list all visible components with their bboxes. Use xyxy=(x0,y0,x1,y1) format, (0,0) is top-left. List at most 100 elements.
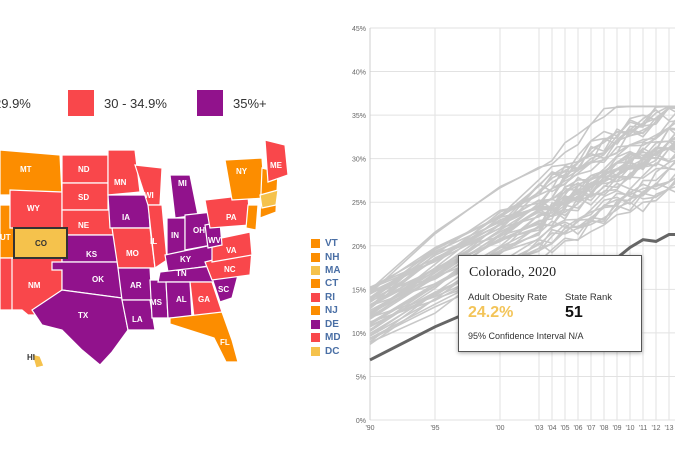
ne-item-nj[interactable]: NJ xyxy=(311,304,338,317)
state-pa[interactable] xyxy=(204,194,251,229)
us-map: MT WY UT CO ND SD NE KS OK NM TX MN IA M… xyxy=(0,139,289,369)
x-tick-label: '00 xyxy=(495,425,504,432)
ne-label: RI xyxy=(325,292,335,303)
legend-swatch xyxy=(68,90,94,116)
legend-label: 35%+ xyxy=(233,95,267,111)
state-label-hi: HI xyxy=(27,353,35,362)
y-tick-label: 40% xyxy=(352,70,366,77)
state-label-mo: MO xyxy=(126,249,139,258)
state-mn[interactable] xyxy=(107,149,141,196)
trend-line-chart[interactable]: 0% 5% 10% 15% 20% 25% 30% 35% 40% 45% '90 '95 '00 '0… xyxy=(330,0,675,450)
other-state-series xyxy=(369,105,675,294)
legend-item-25-29: 29.9% xyxy=(0,88,31,118)
legend-swatch xyxy=(197,90,223,116)
obesity-map-panel: 29.9% 30 - 34.9% 35%+ xyxy=(0,88,340,369)
ne-label: MA xyxy=(325,265,340,276)
x-tick-label: '07 xyxy=(586,425,595,432)
y-tick-label: 5% xyxy=(356,374,366,381)
ne-label: MD xyxy=(325,332,340,343)
ne-swatch xyxy=(311,320,320,329)
ne-swatch xyxy=(311,306,320,315)
y-tick-label: 30% xyxy=(352,157,366,164)
state-label-ky: KY xyxy=(180,255,192,264)
state-label-sc: SC xyxy=(218,285,229,294)
state-la[interactable] xyxy=(121,299,156,331)
state-nj[interactable] xyxy=(245,204,259,231)
state-label-me: ME xyxy=(270,161,283,170)
ne-swatch xyxy=(311,333,320,342)
state-hi[interactable] xyxy=(31,353,45,369)
ne-item-ri[interactable]: RI xyxy=(311,291,335,304)
ne-item-de[interactable]: DE xyxy=(311,318,339,331)
state-label-nd: ND xyxy=(78,165,90,174)
y-axis-ticks: 0% 5% 10% 15% 20% 25% 30% 35% 40% 45% xyxy=(352,26,366,425)
x-tick-label: '05 xyxy=(560,425,569,432)
ne-item-md[interactable]: MD xyxy=(311,331,340,344)
x-tick-label: '13 xyxy=(664,425,673,432)
state-label-ga: GA xyxy=(198,295,210,304)
state-label-in: IN xyxy=(171,231,179,240)
state-mo[interactable] xyxy=(111,227,156,269)
state-label-sd: SD xyxy=(78,193,89,202)
other-state-series xyxy=(369,177,675,335)
ne-label: NH xyxy=(325,252,340,263)
ne-item-ma[interactable]: MA xyxy=(311,264,340,277)
state-label-al: AL xyxy=(176,295,187,304)
state-label-nm: NM xyxy=(28,281,41,290)
tooltip-rate-label: Adult Obesity Rate xyxy=(468,292,548,303)
ne-swatch xyxy=(311,239,320,248)
x-tick-label: '03 xyxy=(534,425,543,432)
state-label-ny: NY xyxy=(236,167,248,176)
tooltip-rate-value: 24.2% xyxy=(468,304,514,321)
state-tx[interactable] xyxy=(31,289,129,366)
state-me[interactable] xyxy=(264,139,289,183)
y-tick-label: 10% xyxy=(352,331,366,338)
state-label-ne: NE xyxy=(78,221,90,230)
tooltip-title: Colorado, 2020 xyxy=(469,265,557,280)
chart-grid xyxy=(369,27,675,421)
ne-item-nh[interactable]: NH xyxy=(311,251,339,264)
state-label-fl: FL xyxy=(220,338,230,347)
ne-item-vt[interactable]: VT xyxy=(311,237,338,250)
x-tick-label: '11 xyxy=(639,425,648,432)
state-fl[interactable] xyxy=(169,311,239,363)
state-label-nc: NC xyxy=(224,265,236,274)
state-label-tn: TN xyxy=(176,269,187,278)
ne-item-ct[interactable]: CT xyxy=(311,277,338,290)
x-tick-label: '06 xyxy=(573,425,582,432)
ne-item-dc[interactable]: DC xyxy=(311,345,339,358)
state-ma[interactable] xyxy=(259,189,279,209)
x-tick-label: '04 xyxy=(547,425,556,432)
state-ny[interactable] xyxy=(224,157,266,201)
other-state-series xyxy=(369,119,675,289)
ne-label: NJ xyxy=(325,305,338,316)
state-tooltip: Colorado, 2020 Adult Obesity Rate 24.2% … xyxy=(458,255,642,352)
state-label-ms: MS xyxy=(150,298,163,307)
state-label-ut: UT xyxy=(0,233,11,242)
x-tick-label: '12 xyxy=(651,425,660,432)
state-label-oh: OH xyxy=(193,226,205,235)
state-label-co: CO xyxy=(35,239,47,248)
x-axis-ticks: '90 '95 '00 '03 '04 '05 '06 '07 '08 '09 '10 '11'12 '… xyxy=(365,425,673,432)
y-tick-label: 45% xyxy=(352,26,366,33)
ne-swatch xyxy=(311,266,320,275)
tooltip-rank-label: State Rank xyxy=(565,292,612,303)
other-state-series xyxy=(369,140,675,324)
legend-label: 29.9% xyxy=(0,95,31,111)
state-label-pa: PA xyxy=(226,213,237,222)
x-tick-label: '10 xyxy=(625,425,634,432)
ne-label: DE xyxy=(325,319,339,330)
state-label-il: IL xyxy=(150,237,157,246)
other-state-series xyxy=(369,147,675,318)
legend-item-35-plus: 35%+ xyxy=(197,88,267,118)
y-tick-label: 0% xyxy=(356,418,366,425)
state-label-mi: MI xyxy=(178,179,187,188)
ne-swatch xyxy=(311,347,320,356)
state-label-la: LA xyxy=(132,315,143,324)
ne-swatch xyxy=(311,293,320,302)
ne-label: CT xyxy=(325,278,339,289)
state-co[interactable] xyxy=(13,227,68,259)
state-label-tx: TX xyxy=(78,311,89,320)
other-state-series xyxy=(369,127,675,326)
y-tick-label: 15% xyxy=(352,287,366,294)
